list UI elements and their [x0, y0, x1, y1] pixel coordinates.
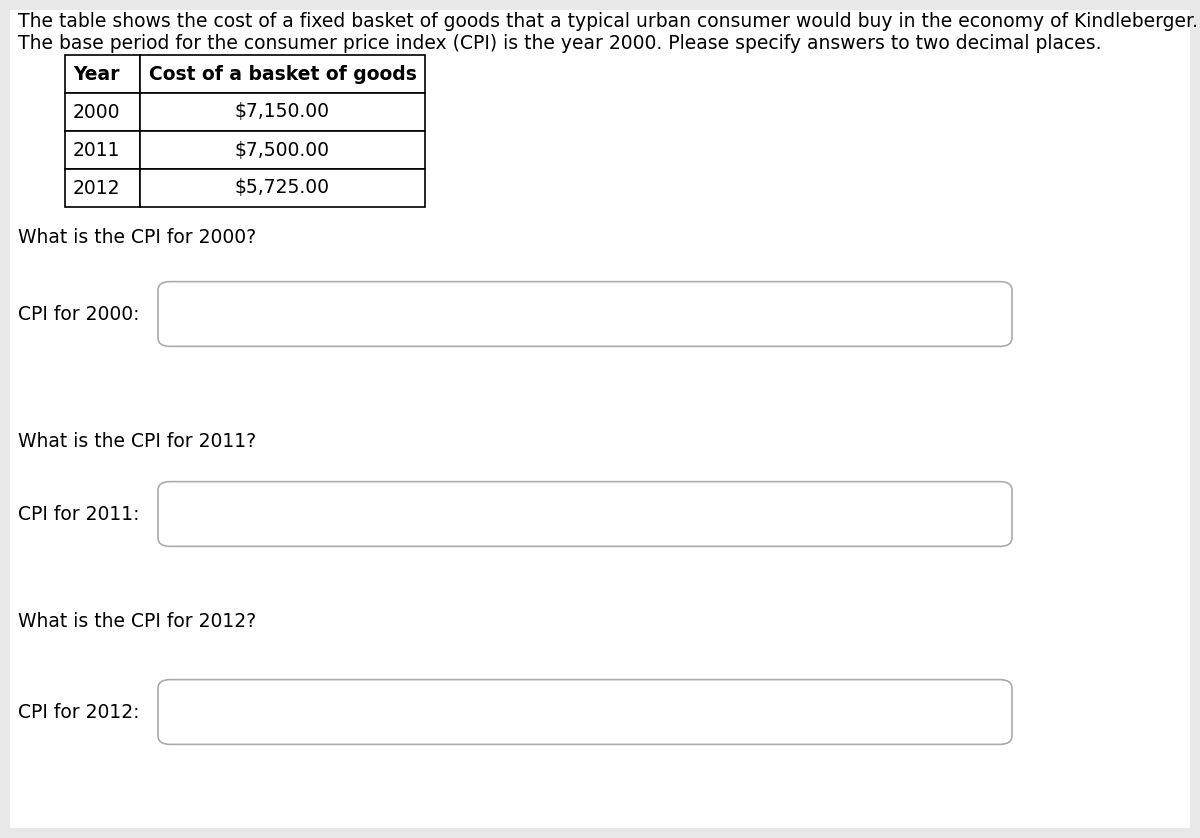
- Text: $7,150.00: $7,150.00: [235, 102, 330, 122]
- Text: $7,500.00: $7,500.00: [235, 141, 330, 159]
- Text: $5,725.00: $5,725.00: [235, 178, 330, 198]
- Text: What is the CPI for 2000?: What is the CPI for 2000?: [18, 228, 256, 247]
- Text: The table shows the cost of a fixed basket of goods that a typical urban consume: The table shows the cost of a fixed bask…: [18, 12, 1198, 31]
- Text: CPI for 2012:: CPI for 2012:: [18, 702, 139, 722]
- Text: 2011: 2011: [73, 141, 120, 159]
- Text: The base period for the consumer price index (CPI) is the year 2000. Please spec: The base period for the consumer price i…: [18, 34, 1102, 53]
- Text: 2012: 2012: [73, 178, 120, 198]
- Text: Year: Year: [73, 65, 120, 84]
- Text: What is the CPI for 2011?: What is the CPI for 2011?: [18, 432, 256, 451]
- Text: CPI for 2000:: CPI for 2000:: [18, 304, 139, 323]
- Text: What is the CPI for 2012?: What is the CPI for 2012?: [18, 612, 256, 631]
- Text: 2000: 2000: [73, 102, 120, 122]
- Text: CPI for 2011:: CPI for 2011:: [18, 504, 139, 524]
- Text: Cost of a basket of goods: Cost of a basket of goods: [149, 65, 416, 84]
